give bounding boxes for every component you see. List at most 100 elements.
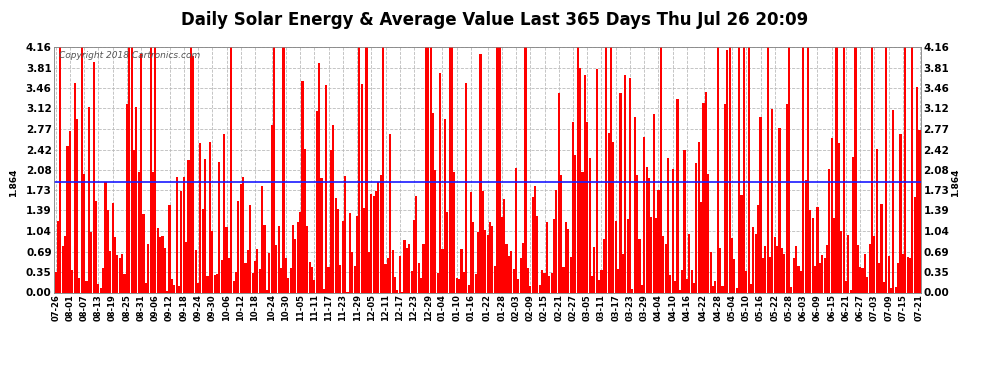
- Bar: [814, 266, 816, 292]
- Bar: [61, 246, 63, 292]
- Bar: [527, 268, 529, 292]
- Bar: [532, 196, 534, 292]
- Bar: [715, 280, 717, 292]
- Bar: [548, 276, 550, 292]
- Bar: [574, 156, 576, 292]
- Bar: [375, 191, 377, 292]
- Bar: [482, 191, 484, 292]
- Bar: [717, 48, 719, 292]
- Bar: [73, 83, 75, 292]
- Bar: [333, 125, 335, 292]
- Bar: [691, 270, 693, 292]
- Bar: [679, 290, 681, 292]
- Bar: [686, 279, 688, 292]
- Bar: [693, 283, 695, 292]
- Bar: [771, 109, 773, 292]
- Bar: [644, 137, 645, 292]
- Bar: [766, 48, 768, 292]
- Bar: [462, 272, 465, 292]
- Bar: [632, 289, 634, 292]
- Bar: [797, 266, 800, 292]
- Bar: [240, 184, 242, 292]
- Bar: [581, 172, 583, 292]
- Bar: [360, 84, 363, 292]
- Bar: [251, 273, 253, 292]
- Bar: [287, 278, 289, 292]
- Bar: [372, 196, 375, 292]
- Bar: [294, 239, 296, 292]
- Bar: [313, 280, 316, 292]
- Bar: [423, 244, 425, 292]
- Bar: [104, 182, 107, 292]
- Bar: [736, 288, 738, 292]
- Bar: [304, 149, 306, 292]
- Bar: [450, 48, 453, 292]
- Bar: [868, 244, 871, 292]
- Bar: [544, 273, 545, 292]
- Bar: [752, 227, 754, 292]
- Bar: [489, 222, 491, 292]
- Bar: [337, 209, 340, 292]
- Bar: [439, 73, 442, 292]
- Bar: [151, 172, 154, 292]
- Bar: [871, 48, 873, 292]
- Bar: [698, 142, 700, 292]
- Bar: [427, 48, 430, 292]
- Bar: [584, 75, 586, 292]
- Bar: [669, 275, 671, 292]
- Bar: [700, 202, 702, 292]
- Bar: [819, 263, 821, 292]
- Bar: [382, 48, 384, 292]
- Bar: [892, 111, 895, 292]
- Bar: [190, 48, 192, 292]
- Bar: [270, 125, 272, 292]
- Bar: [277, 226, 280, 292]
- Bar: [214, 275, 216, 292]
- Bar: [650, 217, 652, 292]
- Bar: [404, 240, 406, 292]
- Bar: [754, 234, 756, 292]
- Bar: [148, 244, 149, 292]
- Bar: [221, 260, 223, 292]
- Bar: [114, 237, 116, 292]
- Bar: [484, 230, 486, 292]
- Bar: [569, 256, 571, 292]
- Bar: [530, 286, 532, 292]
- Bar: [591, 276, 593, 292]
- Bar: [256, 249, 258, 292]
- Bar: [878, 262, 880, 292]
- Bar: [793, 258, 795, 292]
- Bar: [154, 48, 156, 292]
- Bar: [636, 176, 639, 292]
- Bar: [739, 48, 741, 292]
- Bar: [133, 150, 135, 292]
- Bar: [764, 246, 766, 292]
- Bar: [474, 274, 477, 292]
- Bar: [802, 48, 804, 292]
- Bar: [518, 279, 520, 292]
- Bar: [285, 258, 287, 292]
- Bar: [138, 172, 140, 292]
- Bar: [292, 225, 294, 292]
- Bar: [432, 113, 434, 292]
- Bar: [446, 212, 448, 292]
- Bar: [515, 168, 517, 292]
- Bar: [912, 48, 914, 292]
- Bar: [131, 48, 133, 292]
- Bar: [316, 111, 318, 292]
- Bar: [603, 239, 605, 292]
- Bar: [180, 191, 182, 292]
- Bar: [873, 237, 875, 292]
- Bar: [539, 285, 541, 292]
- Bar: [97, 284, 99, 292]
- Bar: [204, 159, 206, 292]
- Bar: [562, 267, 564, 292]
- Bar: [645, 167, 647, 292]
- Bar: [78, 278, 80, 292]
- Bar: [406, 249, 408, 292]
- Bar: [430, 48, 432, 292]
- Bar: [852, 157, 854, 292]
- Bar: [557, 93, 559, 292]
- Bar: [411, 271, 413, 292]
- Bar: [345, 176, 346, 292]
